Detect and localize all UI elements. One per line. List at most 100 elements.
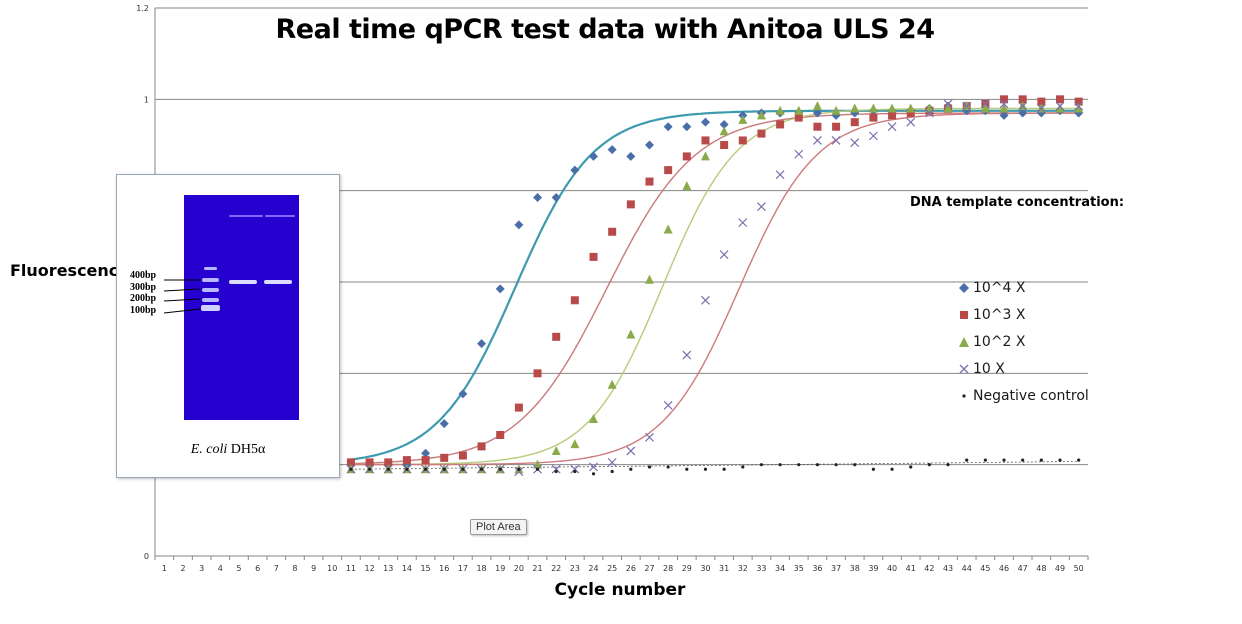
data-point bbox=[627, 200, 635, 208]
data-point bbox=[648, 465, 651, 468]
gel-caption-strain: DH5α bbox=[227, 442, 265, 457]
x-tick-label: 37 bbox=[831, 564, 841, 573]
x-tick-label: 22 bbox=[551, 564, 561, 573]
x-tick-label: 26 bbox=[626, 564, 636, 573]
y-tick-label: 1 bbox=[144, 95, 149, 104]
data-point bbox=[608, 458, 616, 466]
data-point bbox=[629, 468, 632, 471]
x-tick-label: 24 bbox=[588, 564, 598, 573]
data-point bbox=[664, 122, 673, 131]
data-point bbox=[946, 463, 949, 466]
x-tick-label: 23 bbox=[570, 564, 580, 573]
data-point bbox=[720, 126, 729, 135]
data-point bbox=[1002, 459, 1005, 462]
x-tick-label: 36 bbox=[812, 564, 822, 573]
data-point bbox=[888, 103, 897, 112]
x-tick-label: 39 bbox=[868, 564, 878, 573]
data-point bbox=[589, 152, 598, 161]
data-point bbox=[424, 468, 427, 471]
data-point bbox=[571, 296, 579, 304]
data-point bbox=[813, 136, 821, 144]
data-point bbox=[533, 193, 542, 202]
data-point bbox=[515, 404, 523, 412]
x-tick-label: 21 bbox=[532, 564, 542, 573]
x-tick-label: 11 bbox=[346, 564, 356, 573]
data-point bbox=[909, 465, 912, 468]
x-tick-label: 45 bbox=[980, 564, 990, 573]
data-point bbox=[496, 431, 504, 439]
data-point bbox=[704, 468, 707, 471]
data-point bbox=[928, 463, 931, 466]
x-tick-label: 14 bbox=[402, 564, 412, 573]
x-tick-label: 1 bbox=[162, 564, 167, 573]
data-point bbox=[888, 123, 896, 131]
data-point bbox=[907, 118, 915, 126]
x-tick-label: 16 bbox=[439, 564, 449, 573]
legend-label: 10^3 X bbox=[973, 307, 1026, 323]
x-tick-label: 8 bbox=[292, 564, 297, 573]
data-point bbox=[850, 103, 859, 112]
data-point bbox=[1056, 95, 1064, 103]
data-point bbox=[555, 470, 558, 473]
legend-item: 10^2 X bbox=[956, 328, 1089, 355]
x-tick-label: 17 bbox=[458, 564, 468, 573]
data-point bbox=[701, 118, 710, 127]
data-point bbox=[1000, 95, 1008, 103]
data-point bbox=[741, 465, 744, 468]
x-tick-label: 42 bbox=[924, 564, 934, 573]
legend-label: 10 X bbox=[973, 361, 1005, 377]
data-point bbox=[440, 454, 448, 462]
y-axis-label: Fluorescence signal bbox=[10, 258, 128, 284]
data-point bbox=[906, 103, 915, 112]
data-point bbox=[645, 433, 653, 441]
data-point bbox=[1021, 459, 1024, 462]
data-point bbox=[869, 103, 878, 112]
x-tick-label: 48 bbox=[1036, 564, 1046, 573]
data-point bbox=[608, 145, 617, 154]
data-point bbox=[869, 114, 877, 122]
data-point bbox=[965, 459, 968, 462]
x-tick-label: 43 bbox=[943, 564, 953, 573]
data-point bbox=[403, 456, 411, 464]
data-point bbox=[592, 472, 595, 475]
x-tick-label: 49 bbox=[1055, 564, 1065, 573]
x-tick-label: 30 bbox=[700, 564, 710, 573]
data-point bbox=[832, 136, 840, 144]
legend-item: Negative control bbox=[956, 382, 1089, 409]
legend-item: 10^4 X bbox=[956, 274, 1089, 301]
data-point bbox=[776, 171, 784, 179]
x-tick-label: 46 bbox=[999, 564, 1009, 573]
x-tick-label: 25 bbox=[607, 564, 617, 573]
x-tick-label: 6 bbox=[255, 564, 260, 573]
data-point bbox=[1040, 459, 1043, 462]
data-point bbox=[720, 141, 728, 149]
data-point bbox=[1077, 459, 1080, 462]
data-point bbox=[683, 152, 691, 160]
data-point bbox=[795, 114, 803, 122]
data-point bbox=[499, 468, 502, 471]
x-tick-label: 18 bbox=[476, 564, 486, 573]
data-point bbox=[477, 339, 486, 348]
dot-icon bbox=[956, 391, 972, 401]
data-point bbox=[683, 351, 691, 359]
data-point bbox=[645, 275, 654, 284]
chart-title: Real time qPCR test data with Anitoa ULS… bbox=[240, 14, 970, 45]
data-point bbox=[611, 470, 614, 473]
square-icon bbox=[956, 310, 972, 320]
x-tick-label: 2 bbox=[180, 564, 185, 573]
data-point bbox=[590, 253, 598, 261]
data-point bbox=[517, 468, 520, 471]
triangle-icon bbox=[956, 337, 972, 347]
data-point bbox=[776, 120, 784, 128]
legend-item: 10 X bbox=[956, 355, 1089, 382]
data-point bbox=[626, 330, 635, 339]
data-point bbox=[757, 130, 765, 138]
legend-label: Negative control bbox=[973, 388, 1089, 404]
data-point bbox=[552, 193, 561, 202]
data-point bbox=[536, 468, 539, 471]
data-point bbox=[368, 468, 371, 471]
x-tick-label: 19 bbox=[495, 564, 505, 573]
data-point bbox=[723, 468, 726, 471]
ladder-pointer-lines bbox=[117, 175, 339, 477]
data-point bbox=[851, 139, 859, 147]
